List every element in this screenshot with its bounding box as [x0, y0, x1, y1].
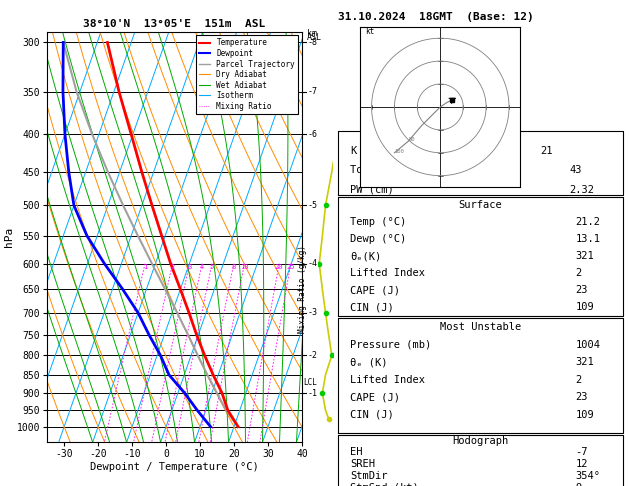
- Text: Temp (°C): Temp (°C): [350, 217, 406, 227]
- Text: LCL: LCL: [304, 378, 318, 387]
- Text: -3: -3: [308, 308, 317, 317]
- Text: CAPE (J): CAPE (J): [350, 392, 400, 402]
- Text: Surface: Surface: [459, 200, 503, 210]
- Text: 10: 10: [240, 263, 248, 270]
- Text: 1: 1: [143, 263, 147, 270]
- Text: PW (cm): PW (cm): [350, 185, 394, 194]
- Text: 321: 321: [576, 251, 594, 261]
- Text: CIN (J): CIN (J): [350, 410, 394, 420]
- Text: 23: 23: [576, 392, 588, 402]
- Text: StmDir: StmDir: [350, 471, 387, 481]
- Text: 2: 2: [576, 375, 582, 385]
- Text: 2: 2: [170, 263, 175, 270]
- Text: Hodograph: Hodograph: [452, 436, 509, 446]
- Text: Lifted Index: Lifted Index: [350, 375, 425, 385]
- Text: 5: 5: [210, 263, 214, 270]
- Text: CIN (J): CIN (J): [350, 302, 394, 312]
- Text: 321: 321: [576, 357, 594, 367]
- Text: -1: -1: [308, 389, 317, 398]
- Text: 21.2: 21.2: [576, 217, 601, 227]
- Text: Pressure (mb): Pressure (mb): [350, 340, 431, 350]
- Text: Mixing Ratio (g/kg): Mixing Ratio (g/kg): [298, 245, 307, 333]
- Text: -7: -7: [576, 448, 588, 457]
- Text: kt: kt: [365, 27, 374, 35]
- Text: -8: -8: [308, 38, 317, 47]
- Text: 354°: 354°: [576, 471, 601, 481]
- Text: 100: 100: [394, 149, 404, 154]
- Text: -6: -6: [308, 130, 317, 139]
- Text: 21: 21: [540, 146, 552, 156]
- Text: 109: 109: [576, 302, 594, 312]
- Text: SREH: SREH: [350, 459, 375, 469]
- Text: 3: 3: [187, 263, 192, 270]
- Text: 31.10.2024  18GMT  (Base: 12): 31.10.2024 18GMT (Base: 12): [338, 12, 534, 22]
- Text: 20: 20: [275, 263, 284, 270]
- Title: 38°10'N  13°05'E  151m  ASL: 38°10'N 13°05'E 151m ASL: [84, 19, 265, 30]
- Text: EH: EH: [350, 448, 362, 457]
- Text: Most Unstable: Most Unstable: [440, 322, 521, 332]
- Text: Lifted Index: Lifted Index: [350, 268, 425, 278]
- Text: 2.32: 2.32: [570, 185, 594, 194]
- Text: 109: 109: [576, 410, 594, 420]
- Text: K: K: [350, 146, 356, 156]
- Y-axis label: hPa: hPa: [4, 227, 14, 247]
- Text: -4: -4: [308, 259, 317, 268]
- Text: -5: -5: [308, 201, 317, 210]
- Text: -7: -7: [308, 87, 317, 96]
- Text: StmSpd (kt): StmSpd (kt): [350, 483, 419, 486]
- Text: θₑ (K): θₑ (K): [350, 357, 387, 367]
- Text: 1004: 1004: [576, 340, 601, 350]
- Text: 13.1: 13.1: [576, 234, 601, 244]
- Text: 25: 25: [287, 263, 295, 270]
- Text: Dewp (°C): Dewp (°C): [350, 234, 406, 244]
- Text: Totals Totals: Totals Totals: [350, 165, 431, 175]
- Text: km: km: [308, 29, 317, 38]
- Text: CAPE (J): CAPE (J): [350, 285, 400, 295]
- Text: 2: 2: [576, 268, 582, 278]
- Text: 43: 43: [570, 165, 582, 175]
- Text: 50: 50: [408, 137, 415, 142]
- Text: 9: 9: [576, 483, 582, 486]
- Text: 12: 12: [576, 459, 588, 469]
- Text: 4: 4: [200, 263, 204, 270]
- Text: θₑ(K): θₑ(K): [350, 251, 381, 261]
- Text: -2: -2: [308, 351, 317, 360]
- Text: 23: 23: [576, 285, 588, 295]
- Legend: Temperature, Dewpoint, Parcel Trajectory, Dry Adiabat, Wet Adiabat, Isotherm, Mi: Temperature, Dewpoint, Parcel Trajectory…: [196, 35, 298, 114]
- X-axis label: Dewpoint / Temperature (°C): Dewpoint / Temperature (°C): [90, 462, 259, 472]
- Text: 8: 8: [231, 263, 236, 270]
- Text: ASL: ASL: [308, 33, 322, 42]
